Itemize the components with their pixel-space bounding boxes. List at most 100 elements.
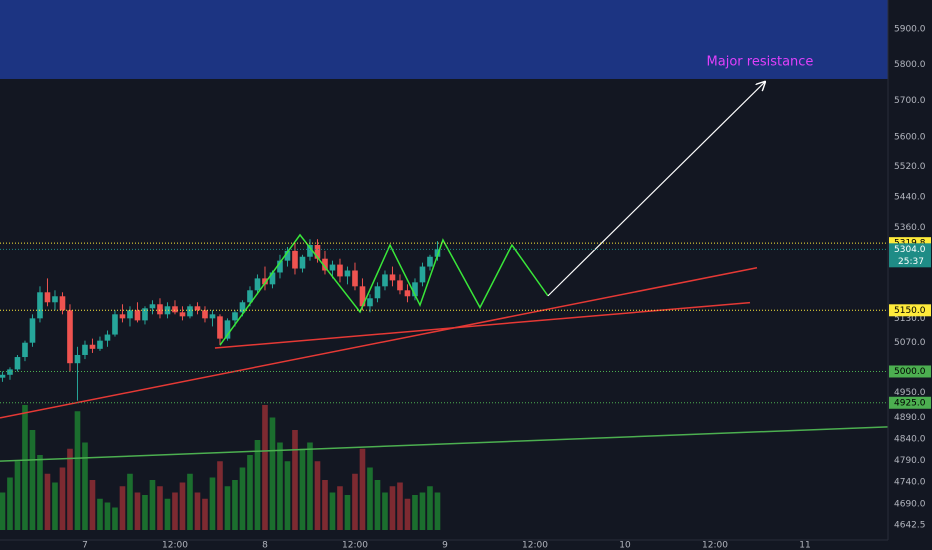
volume-bar xyxy=(157,486,163,530)
volume-bar xyxy=(292,430,298,530)
y-tick-label: 5900.0 xyxy=(894,24,926,34)
volume-bar xyxy=(427,486,433,530)
candle-body xyxy=(307,245,313,257)
y-tick-label: 4950.0 xyxy=(894,388,926,398)
candle-body xyxy=(434,249,441,257)
volume-bar xyxy=(239,467,246,530)
volume-bar xyxy=(344,495,351,530)
y-tick-label: 4840.0 xyxy=(894,434,926,444)
y-tick-label: 5440.0 xyxy=(894,192,926,202)
volume-bar xyxy=(314,461,321,530)
trend-line xyxy=(0,426,889,462)
resistance-zone xyxy=(0,0,888,79)
volume-bar xyxy=(217,461,223,530)
candle-body xyxy=(97,340,103,349)
candle-body xyxy=(247,290,253,303)
volume-bar xyxy=(67,448,73,530)
volume-bar xyxy=(194,492,201,530)
candle-body xyxy=(292,250,298,269)
candle-body xyxy=(104,334,111,341)
candle-body xyxy=(52,296,58,303)
candle-body xyxy=(374,286,381,299)
candle-body xyxy=(194,306,201,311)
candle-body xyxy=(172,306,178,313)
price-label-box xyxy=(889,304,931,317)
volume-bar xyxy=(172,492,178,530)
candle-body xyxy=(284,250,291,261)
volume-bar xyxy=(97,498,103,530)
candle-body xyxy=(239,302,246,313)
x-tick-label: 10 xyxy=(619,541,631,550)
candle-body xyxy=(187,306,193,317)
volume-bar xyxy=(382,492,388,530)
volume-bar xyxy=(367,467,373,530)
volume-bar xyxy=(202,498,208,530)
volume-bar xyxy=(112,507,118,530)
volume-bar xyxy=(29,430,36,530)
candle-body xyxy=(262,278,268,285)
candle-body xyxy=(322,258,328,271)
volume-bar xyxy=(397,482,403,530)
arrow xyxy=(547,82,765,297)
volume-bar xyxy=(14,461,21,530)
volume-bar xyxy=(307,442,313,530)
y-tick-label: 5520.0 xyxy=(894,162,926,172)
candle-body xyxy=(412,282,418,297)
annotation: Major resistance xyxy=(707,55,814,70)
y-tick-label: 5360.0 xyxy=(894,223,926,233)
x-tick-label: 12:00 xyxy=(702,541,728,550)
volume-bar xyxy=(187,473,193,530)
volume-bar xyxy=(389,486,396,530)
y-tick-label: 4890.0 xyxy=(894,413,926,423)
x-tick-label: 9 xyxy=(442,541,448,550)
volume-bar xyxy=(119,486,126,530)
candle-body xyxy=(277,260,283,273)
candle-body xyxy=(389,274,396,281)
candle-body xyxy=(0,374,6,378)
y-tick-label: 4740.0 xyxy=(894,477,926,487)
volume-bar xyxy=(224,486,231,530)
candle-body xyxy=(382,274,388,287)
candle-body xyxy=(367,298,373,307)
candle-body xyxy=(74,354,81,364)
candle-body xyxy=(419,266,426,283)
volume-bar xyxy=(104,502,111,530)
candle-body xyxy=(209,314,216,319)
last-price-box xyxy=(889,243,931,268)
candle-body xyxy=(404,290,411,297)
candle-body xyxy=(127,310,133,319)
volume-bar xyxy=(277,442,283,530)
y-tick-label: 5600.0 xyxy=(894,132,926,142)
candle-body xyxy=(37,292,43,319)
candle-body xyxy=(22,342,28,358)
y-tick-label: 5800.0 xyxy=(894,60,926,70)
candle-body xyxy=(224,320,231,339)
volume-bar xyxy=(262,405,268,530)
last-price-label: 5304.0 xyxy=(894,245,926,255)
volume-bar xyxy=(142,495,148,530)
volume-bar xyxy=(337,486,343,530)
volume-bar xyxy=(322,480,328,530)
candle-body xyxy=(337,264,343,277)
volume-bar xyxy=(352,473,358,530)
x-tick-label: 12:00 xyxy=(162,541,188,550)
candle-body xyxy=(112,314,118,335)
volume-bar xyxy=(59,467,66,530)
candle-body xyxy=(7,369,13,375)
volume-bar xyxy=(37,455,43,530)
candle-body xyxy=(202,310,208,319)
x-tick-label: 8 xyxy=(262,541,268,550)
x-tick-label: 7 xyxy=(82,541,88,550)
candle-body xyxy=(397,280,403,291)
volume-bar xyxy=(82,442,88,530)
candle-body xyxy=(119,314,126,319)
volume-bar xyxy=(404,498,411,530)
candle-body xyxy=(359,286,366,307)
volume-bar xyxy=(179,482,186,530)
y-tick-label: 5700.0 xyxy=(894,96,926,106)
candle-body xyxy=(232,312,238,321)
volume-bar xyxy=(0,492,6,530)
volume-bar xyxy=(149,480,156,530)
price-label: 4925.0 xyxy=(894,398,926,408)
y-tick-label: 4790.0 xyxy=(894,456,926,466)
